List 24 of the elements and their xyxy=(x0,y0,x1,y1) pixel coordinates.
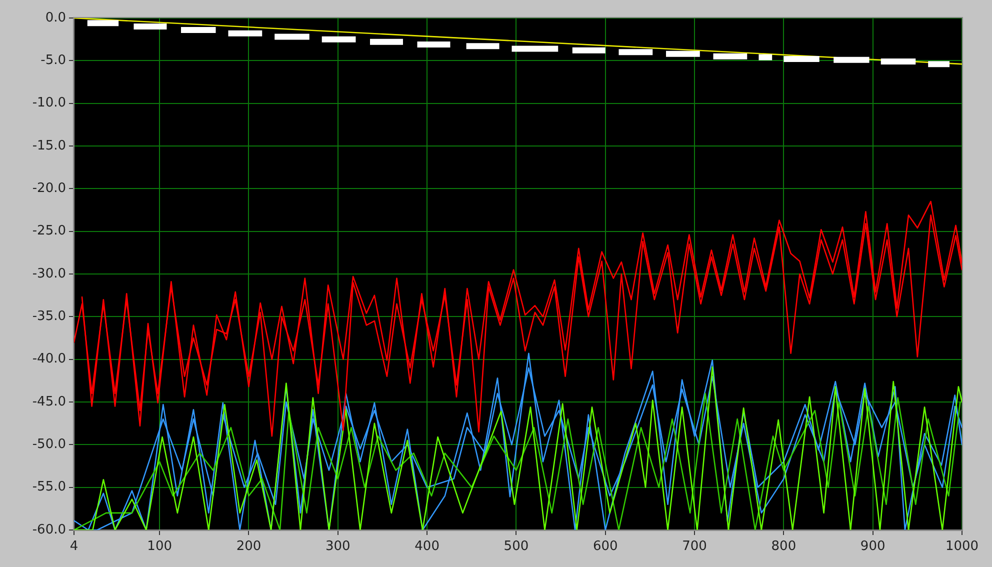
x-tick-label: 1000 xyxy=(945,539,979,554)
y-tick-label: 0.0 xyxy=(45,10,66,26)
x-tick-label: 4 xyxy=(70,539,78,554)
x-tick-label: 600 xyxy=(592,539,618,554)
x-tick-label: 800 xyxy=(771,539,796,554)
y-tick-label: -40.0 xyxy=(32,352,66,367)
y-tick-label: -10.0 xyxy=(32,96,66,111)
x-tick-label: 200 xyxy=(236,539,262,554)
x-tick-label: 300 xyxy=(325,539,350,554)
y-tick-label: -20.0 xyxy=(32,181,66,196)
x-tick-label: 700 xyxy=(682,539,707,554)
y-tick-label: -45.0 xyxy=(32,394,66,410)
y-tick-label: -55.0 xyxy=(32,480,66,495)
y-tick-label: -5.0 xyxy=(40,53,66,68)
x-tick-label: 900 xyxy=(860,539,886,554)
x-tick-label: 400 xyxy=(414,539,440,554)
y-tick-label: -25.0 xyxy=(32,224,66,239)
y-tick-label: -35.0 xyxy=(32,309,66,324)
y-tick-label: -15.0 xyxy=(32,138,66,154)
y-tick-label: -30.0 xyxy=(32,266,66,282)
y-tick-label: -60.0 xyxy=(32,522,66,538)
x-tick-label: 500 xyxy=(504,539,529,554)
y-tick-label: -50.0 xyxy=(32,437,66,452)
x-tick-label: 100 xyxy=(147,539,172,554)
